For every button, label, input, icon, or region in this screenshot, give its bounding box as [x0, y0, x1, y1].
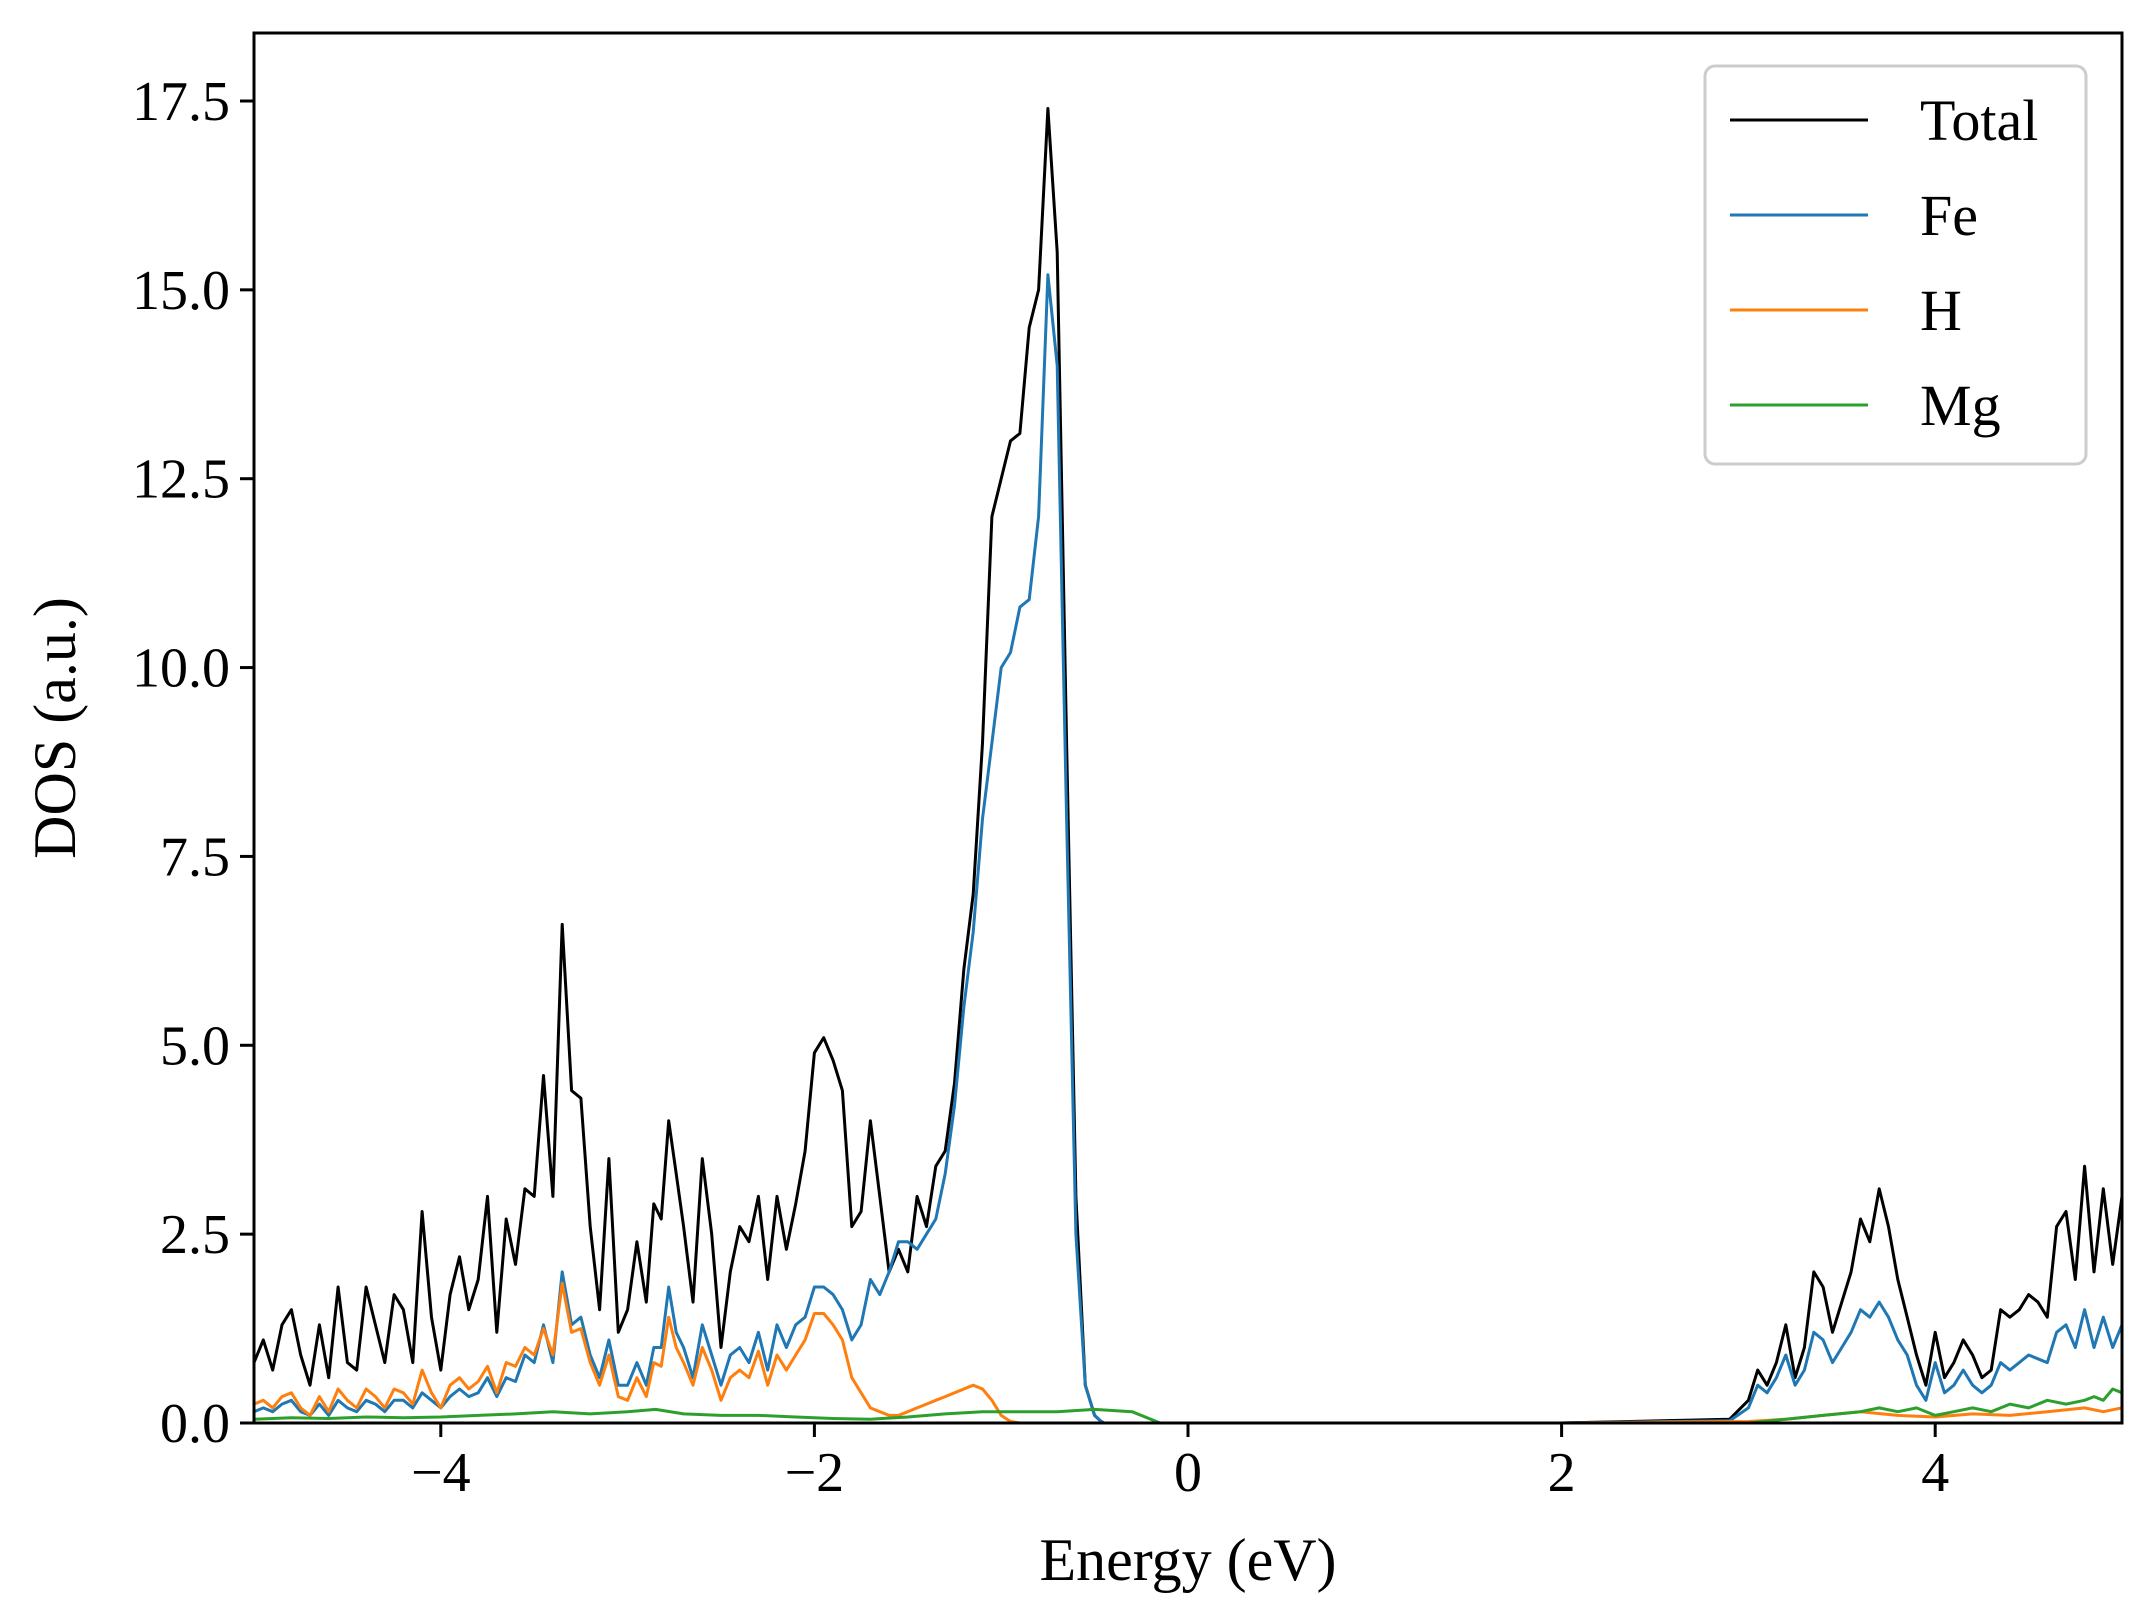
x-axis-ticks: −4 −2 0 2 4	[411, 1423, 1949, 1504]
y-tick-label: 5.0	[160, 1015, 230, 1077]
y-tick-label: 12.5	[132, 449, 230, 511]
series-layer	[254, 107, 2122, 1423]
y-tick-label: 0.0	[160, 1393, 230, 1455]
y-tick-label: 15.0	[132, 260, 230, 322]
series-line-h	[254, 1281, 2122, 1423]
series-line-total	[254, 107, 2122, 1423]
legend-label-total: Total	[1920, 88, 2038, 153]
x-tick-label: 4	[1921, 1442, 1949, 1504]
x-tick-label: −4	[411, 1442, 471, 1504]
x-tick-label: 2	[1548, 1442, 1576, 1504]
y-tick-label: 7.5	[160, 826, 230, 888]
y-axis-label: DOS (a.u.)	[22, 597, 88, 859]
series-line-fe	[254, 273, 2122, 1423]
y-tick-label: 2.5	[160, 1204, 230, 1266]
y-tick-label: 17.5	[132, 71, 230, 133]
legend-label-fe: Fe	[1920, 183, 1978, 248]
x-axis-label: Energy (eV)	[1039, 1527, 1336, 1593]
legend: Total Fe H Mg	[1703, 64, 2088, 466]
legend-label-h: H	[1920, 278, 1962, 343]
x-tick-label: 0	[1174, 1442, 1202, 1504]
series-line-mg	[254, 1387, 2122, 1423]
legend-box	[1703, 64, 2088, 466]
x-tick-label: −2	[785, 1442, 845, 1504]
y-tick-label: 10.0	[132, 638, 230, 700]
legend-label-mg: Mg	[1920, 373, 2001, 438]
y-axis-ticks: 0.0 2.5 5.0 7.5 10.0 12.5 15.0 17.5	[132, 71, 254, 1455]
